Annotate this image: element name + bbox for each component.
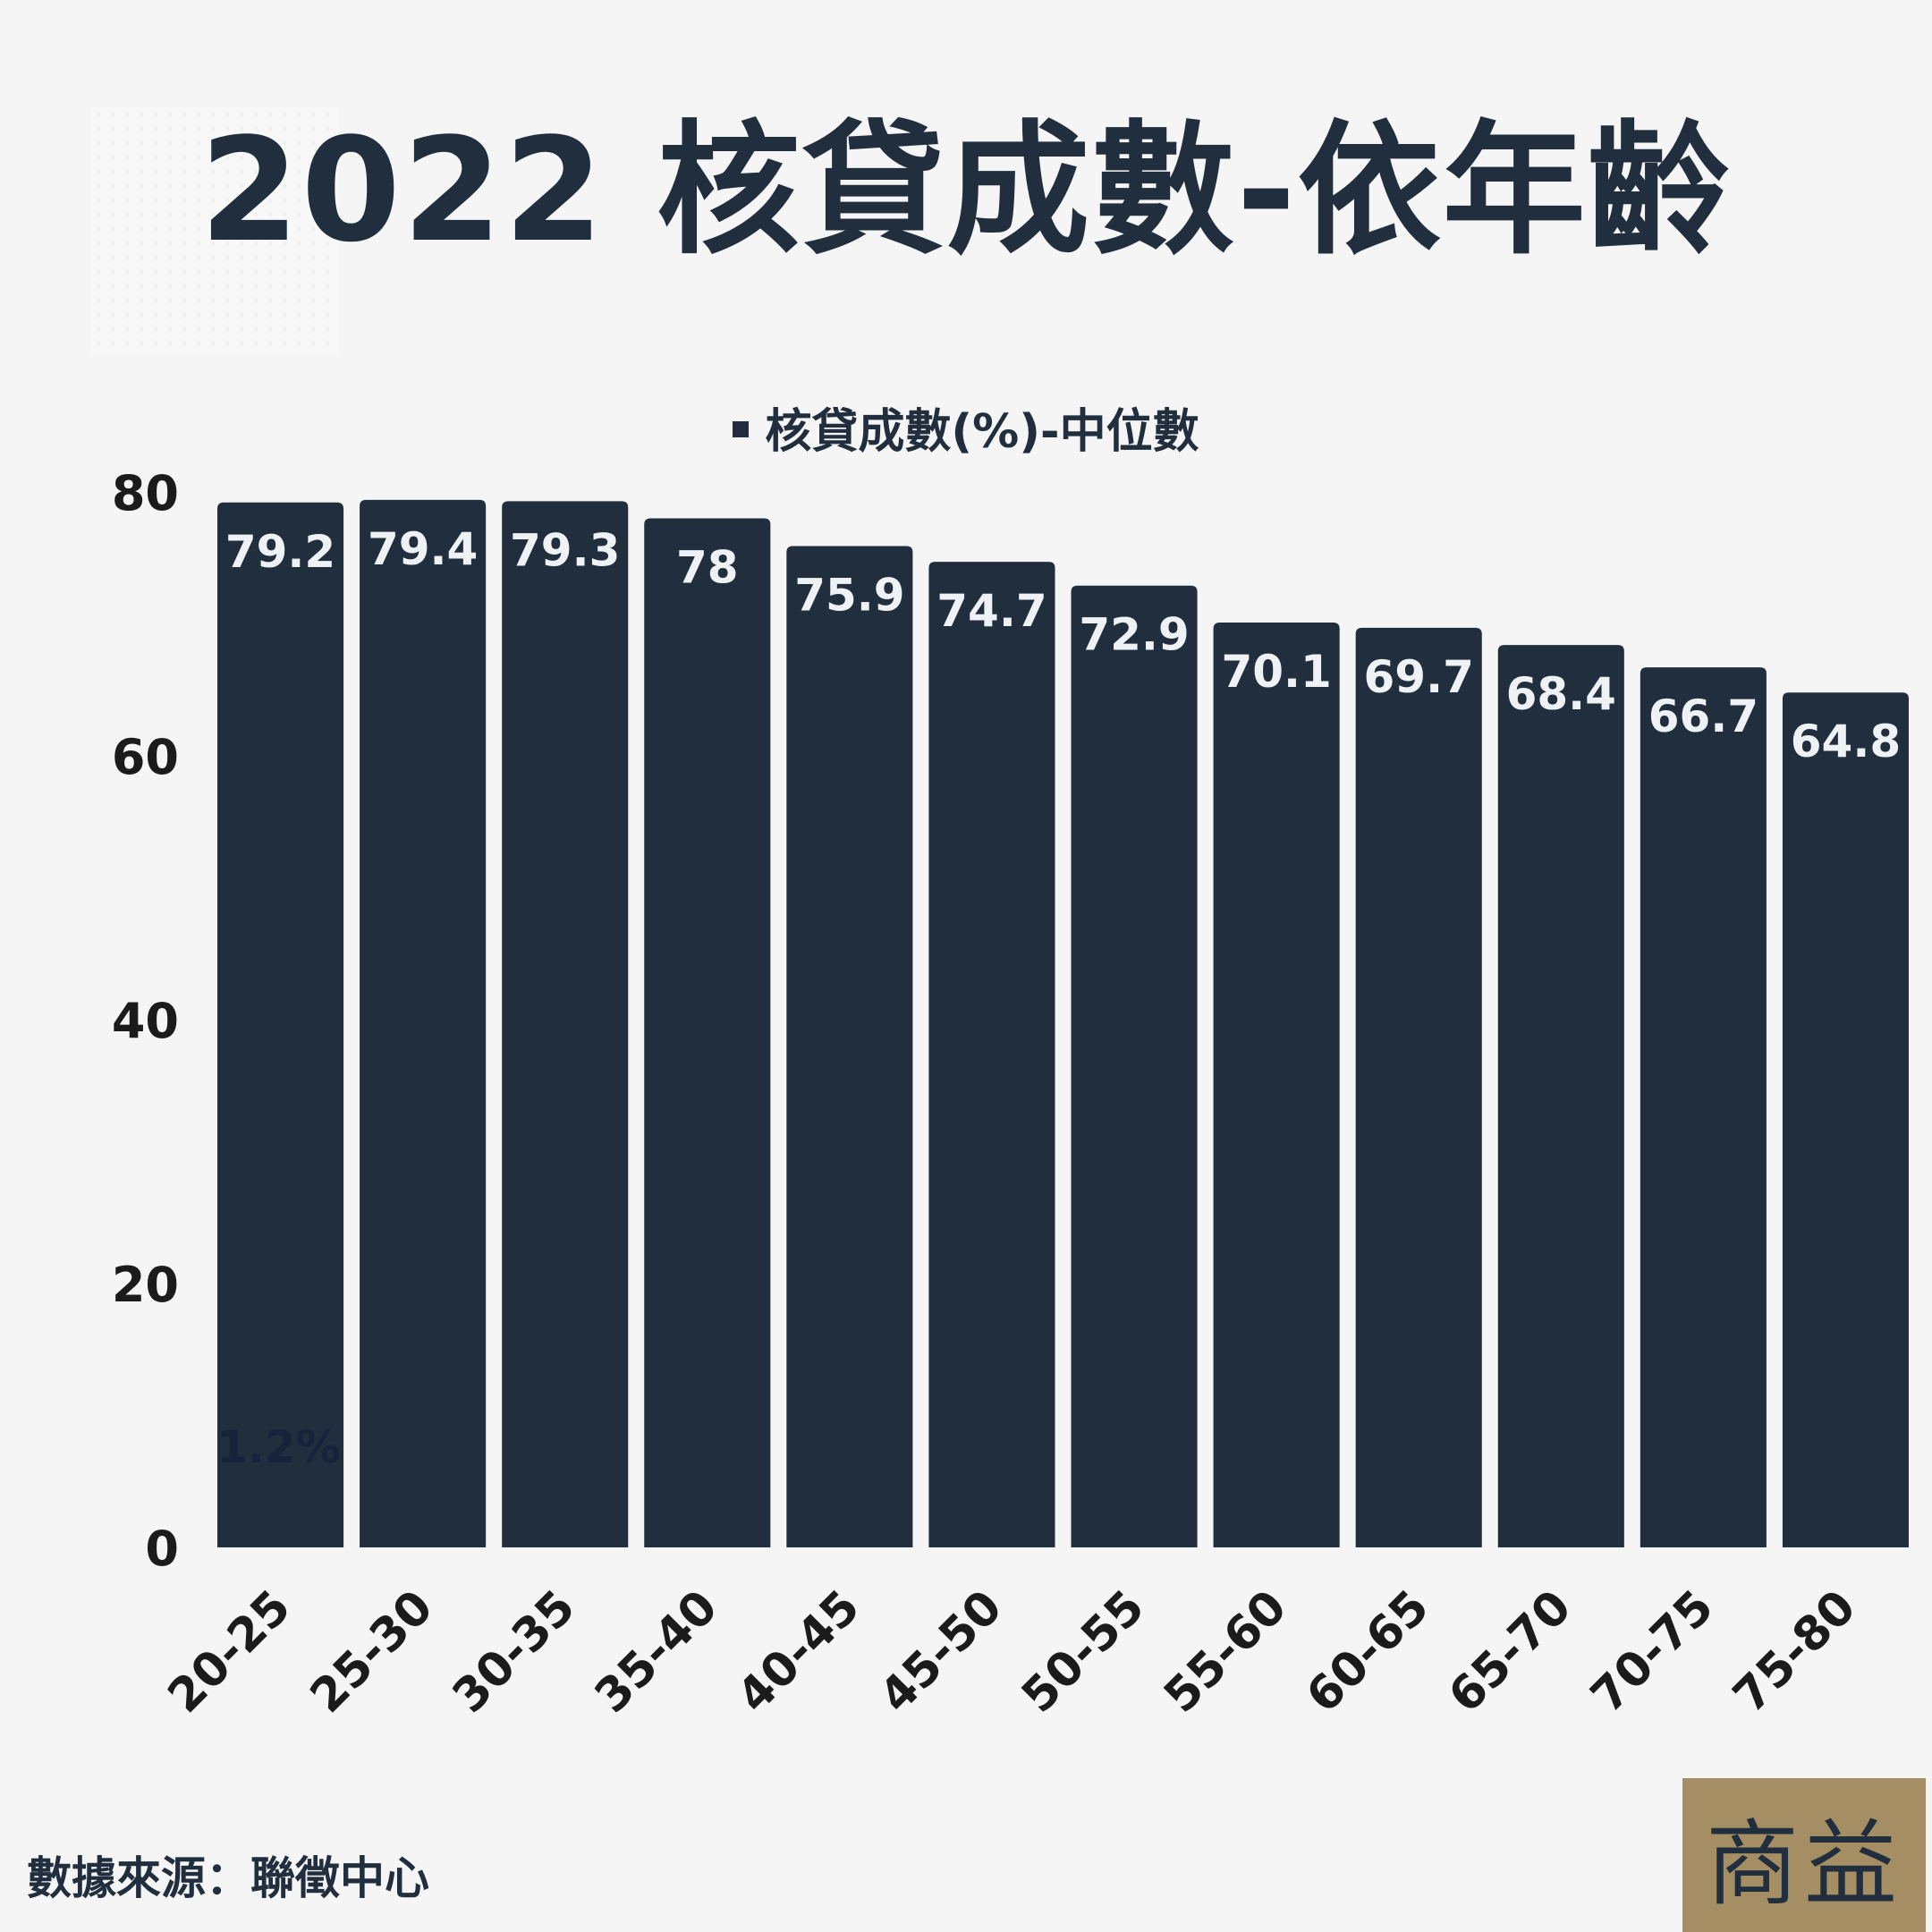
x-tick-label: 75-80 (1724, 1580, 1867, 1724)
data-label: 72.9 (1079, 609, 1189, 661)
data-label: 79.4 (368, 523, 478, 575)
legend-label: 核貸成數(%)-中位數 (765, 405, 1199, 459)
data-label: 78 (676, 542, 739, 594)
data-label: 64.8 (1791, 716, 1901, 767)
data-label: 79.2 (225, 526, 335, 578)
data-label: 75.9 (794, 569, 904, 621)
data-label: 66.7 (1648, 691, 1758, 742)
x-tick-label: 45-50 (869, 1580, 1013, 1724)
logo-text: 商益 (1705, 1809, 1902, 1919)
bar (1355, 627, 1482, 1547)
bar (502, 501, 629, 1548)
bar (644, 518, 771, 1547)
y-tick-label: 0 (145, 1521, 179, 1577)
y-tick-label: 40 (112, 993, 179, 1049)
x-tick-label: 50-55 (1012, 1580, 1155, 1724)
x-tick-label: 65-70 (1438, 1580, 1581, 1724)
data-label: 74.7 (936, 585, 1046, 637)
y-tick-label: 20 (112, 1257, 179, 1313)
source-label: 數據來源：聯徵中心 (27, 1852, 429, 1904)
y-tick-label: 80 (112, 465, 179, 521)
title-decoration (91, 107, 338, 354)
x-tick-label: 60-65 (1296, 1580, 1439, 1724)
x-tick-label: 20-25 (158, 1580, 301, 1724)
bar (1782, 692, 1909, 1547)
bar (1640, 667, 1767, 1547)
data-label: 70.1 (1221, 646, 1331, 698)
chart-title: 2022 核貸成數-依年齡 (199, 106, 1733, 274)
bar (1497, 645, 1624, 1547)
bar (1213, 623, 1340, 1547)
x-tick-label: 30-35 (443, 1580, 586, 1724)
x-tick-label: 55-60 (1154, 1580, 1297, 1724)
data-label: 69.7 (1364, 651, 1474, 703)
x-tick-label: 70-75 (1581, 1580, 1724, 1724)
bar (1071, 585, 1198, 1547)
legend: 核貸成數(%)-中位數 (0, 401, 1932, 463)
data-label: 79.3 (510, 524, 620, 576)
bar (360, 499, 487, 1547)
legend-swatch (733, 421, 750, 437)
data-label: 68.4 (1506, 668, 1616, 720)
brand-logo: 商益 (1682, 1778, 1926, 1932)
bar (217, 502, 344, 1547)
bar (928, 562, 1055, 1547)
bar (786, 546, 913, 1547)
x-tick-label: 25-30 (301, 1580, 444, 1724)
x-tick-label: 40-45 (727, 1580, 870, 1724)
x-tick-label: 35-40 (585, 1580, 728, 1724)
y-tick-label: 60 (112, 729, 179, 785)
annotation-label: 1.2% (216, 1421, 341, 1473)
